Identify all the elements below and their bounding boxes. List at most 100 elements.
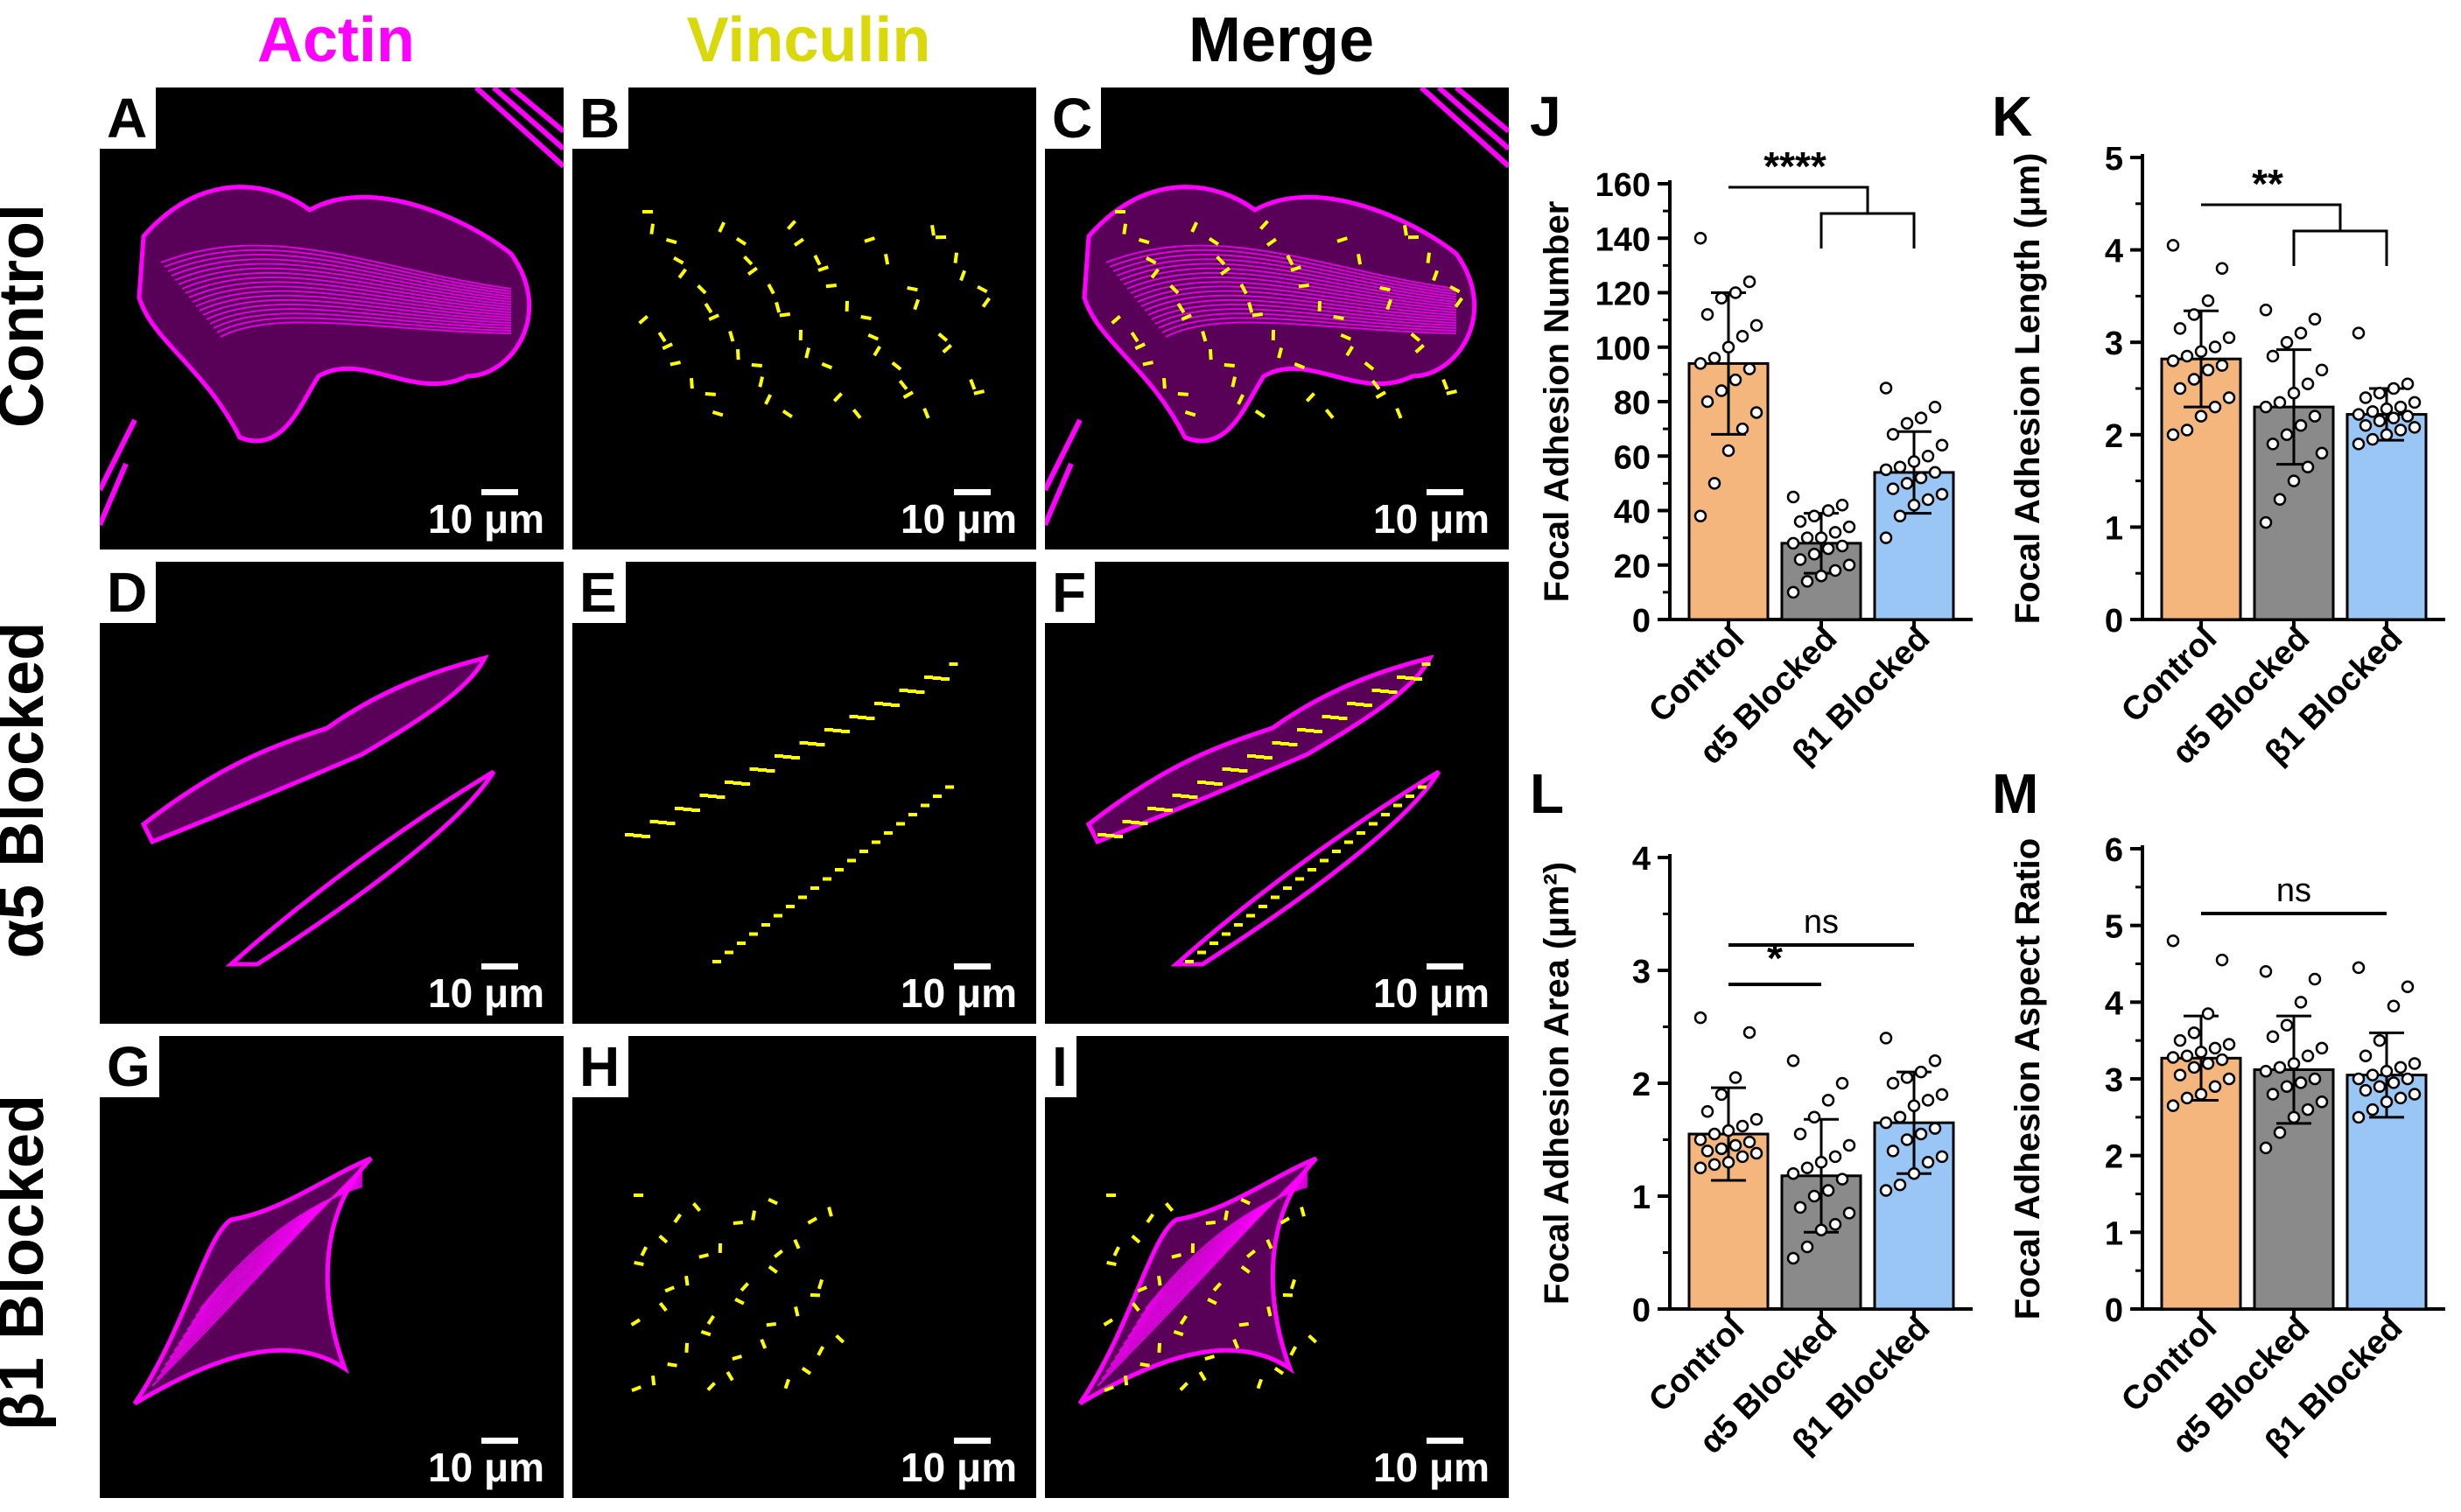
micrograph-actin-a5-blocked: D 10 μm xyxy=(100,562,564,1024)
data-point xyxy=(2373,1080,2387,1094)
data-point xyxy=(2173,1068,2187,1082)
data-point xyxy=(2166,428,2180,442)
data-point xyxy=(1914,1127,1928,1141)
data-point xyxy=(2287,1110,2301,1124)
scale-bar xyxy=(1427,963,1463,970)
data-point xyxy=(1928,400,1942,414)
data-point xyxy=(2273,396,2287,410)
data-point xyxy=(2401,410,2415,423)
data-point xyxy=(2373,1033,2387,1047)
data-point xyxy=(1693,1011,1707,1025)
data-point xyxy=(2187,373,2201,386)
chart-label-k: K xyxy=(1992,85,2033,148)
data-point xyxy=(2315,1096,2329,1109)
data-point xyxy=(1807,1189,1821,1203)
data-point xyxy=(1700,1144,1714,1158)
data-point xyxy=(2259,965,2273,978)
significance-label: ns xyxy=(1804,904,1839,941)
y-axis-label: Focal Adhesion Length (μm) xyxy=(2009,153,2047,625)
y-tick-label: 0 xyxy=(2105,1292,2123,1329)
data-point xyxy=(2294,996,2308,1009)
micrograph-vinculin-a5-blocked: E 10 μm xyxy=(572,562,1036,1024)
data-point xyxy=(2273,493,2287,506)
data-point xyxy=(1707,1158,1721,1172)
data-point xyxy=(2308,410,2322,423)
data-point xyxy=(2373,387,2387,400)
y-tick-label: 160 xyxy=(1595,167,1651,204)
data-point xyxy=(1793,1127,1807,1141)
column-header-vinculin: Vinculin xyxy=(686,5,931,75)
y-tick-label: 120 xyxy=(1595,276,1651,313)
row-header-control: Control xyxy=(0,204,57,428)
data-point xyxy=(1821,542,1835,556)
data-point xyxy=(1721,444,1735,458)
data-point xyxy=(2380,428,2394,442)
scale-bar-label: 10 μm xyxy=(901,1445,1017,1490)
data-point xyxy=(2201,1007,2215,1020)
data-point xyxy=(2166,239,2180,252)
cell-drawing xyxy=(1045,88,1509,527)
micrograph-actin-control: A 10 μm xyxy=(100,88,564,550)
data-point xyxy=(2366,405,2380,418)
data-point xyxy=(1800,531,1814,544)
data-point xyxy=(1693,232,1707,245)
data-point xyxy=(2180,424,2194,437)
data-point xyxy=(1835,1076,1849,1090)
data-point xyxy=(1693,1133,1707,1146)
data-point xyxy=(1907,1166,1921,1180)
data-point xyxy=(1749,318,1763,332)
significance-label: * xyxy=(1767,935,1783,981)
data-point xyxy=(1935,1150,1949,1164)
data-point xyxy=(1935,1088,1949,1102)
scale-bar-label: 10 μm xyxy=(428,970,544,1016)
y-tick-label: 100 xyxy=(1595,331,1651,368)
data-point xyxy=(1700,395,1714,409)
data-point xyxy=(2308,1072,2322,1086)
data-point xyxy=(2408,396,2422,410)
data-point xyxy=(1893,1110,1907,1124)
data-point xyxy=(2394,1060,2408,1074)
scale-bar xyxy=(481,489,518,495)
data-point xyxy=(2266,1088,2280,1101)
data-point xyxy=(1793,514,1807,528)
data-point xyxy=(1921,1156,1935,1169)
data-point xyxy=(1935,438,1949,452)
scale-bar-label: 10 μm xyxy=(901,970,1017,1016)
data-point xyxy=(2180,349,2194,363)
data-point xyxy=(2222,1038,2236,1051)
cell-image xyxy=(140,654,496,967)
data-point xyxy=(1828,564,1842,578)
data-point xyxy=(2259,1141,2273,1155)
data-point xyxy=(1735,330,1749,343)
significance-label: ** xyxy=(2252,161,2283,206)
column-header-actin: Actin xyxy=(257,5,415,75)
chart-focal-adhesion-area: Focal Adhesion Area (μm²)01234Controlα5 … xyxy=(1538,841,1973,1461)
data-point xyxy=(2408,1088,2422,1101)
data-point xyxy=(2315,363,2329,377)
data-point xyxy=(2394,1091,2408,1105)
data-point xyxy=(1928,1054,1942,1068)
data-point xyxy=(1742,275,1756,289)
data-point xyxy=(2194,1088,2208,1101)
y-tick-label: 80 xyxy=(1614,385,1651,422)
data-point xyxy=(1814,531,1828,544)
micrograph-merge-a5-blocked: F 10 μm xyxy=(1045,562,1509,1024)
cell-image xyxy=(132,1156,373,1406)
data-point xyxy=(2215,359,2229,372)
data-point xyxy=(1749,406,1763,419)
row-header-a5-blocked: α5 Blocked xyxy=(0,621,57,959)
micrograph-vinculin-b1-blocked: H 10 μm xyxy=(572,1036,1036,1498)
data-point xyxy=(1721,1124,1735,1138)
data-point xyxy=(2280,428,2294,442)
data-point xyxy=(2280,1080,2294,1094)
data-point xyxy=(1935,487,1949,501)
data-point xyxy=(1786,1166,1800,1180)
data-point xyxy=(1807,548,1821,561)
data-point xyxy=(2201,1057,2215,1070)
panel-label: G xyxy=(100,1036,159,1097)
cell-drawing xyxy=(132,1156,373,1406)
y-tick-label: 3 xyxy=(2105,1062,2123,1099)
data-point xyxy=(2387,411,2401,425)
data-point xyxy=(1714,1142,1728,1156)
data-point xyxy=(1800,1240,1814,1254)
